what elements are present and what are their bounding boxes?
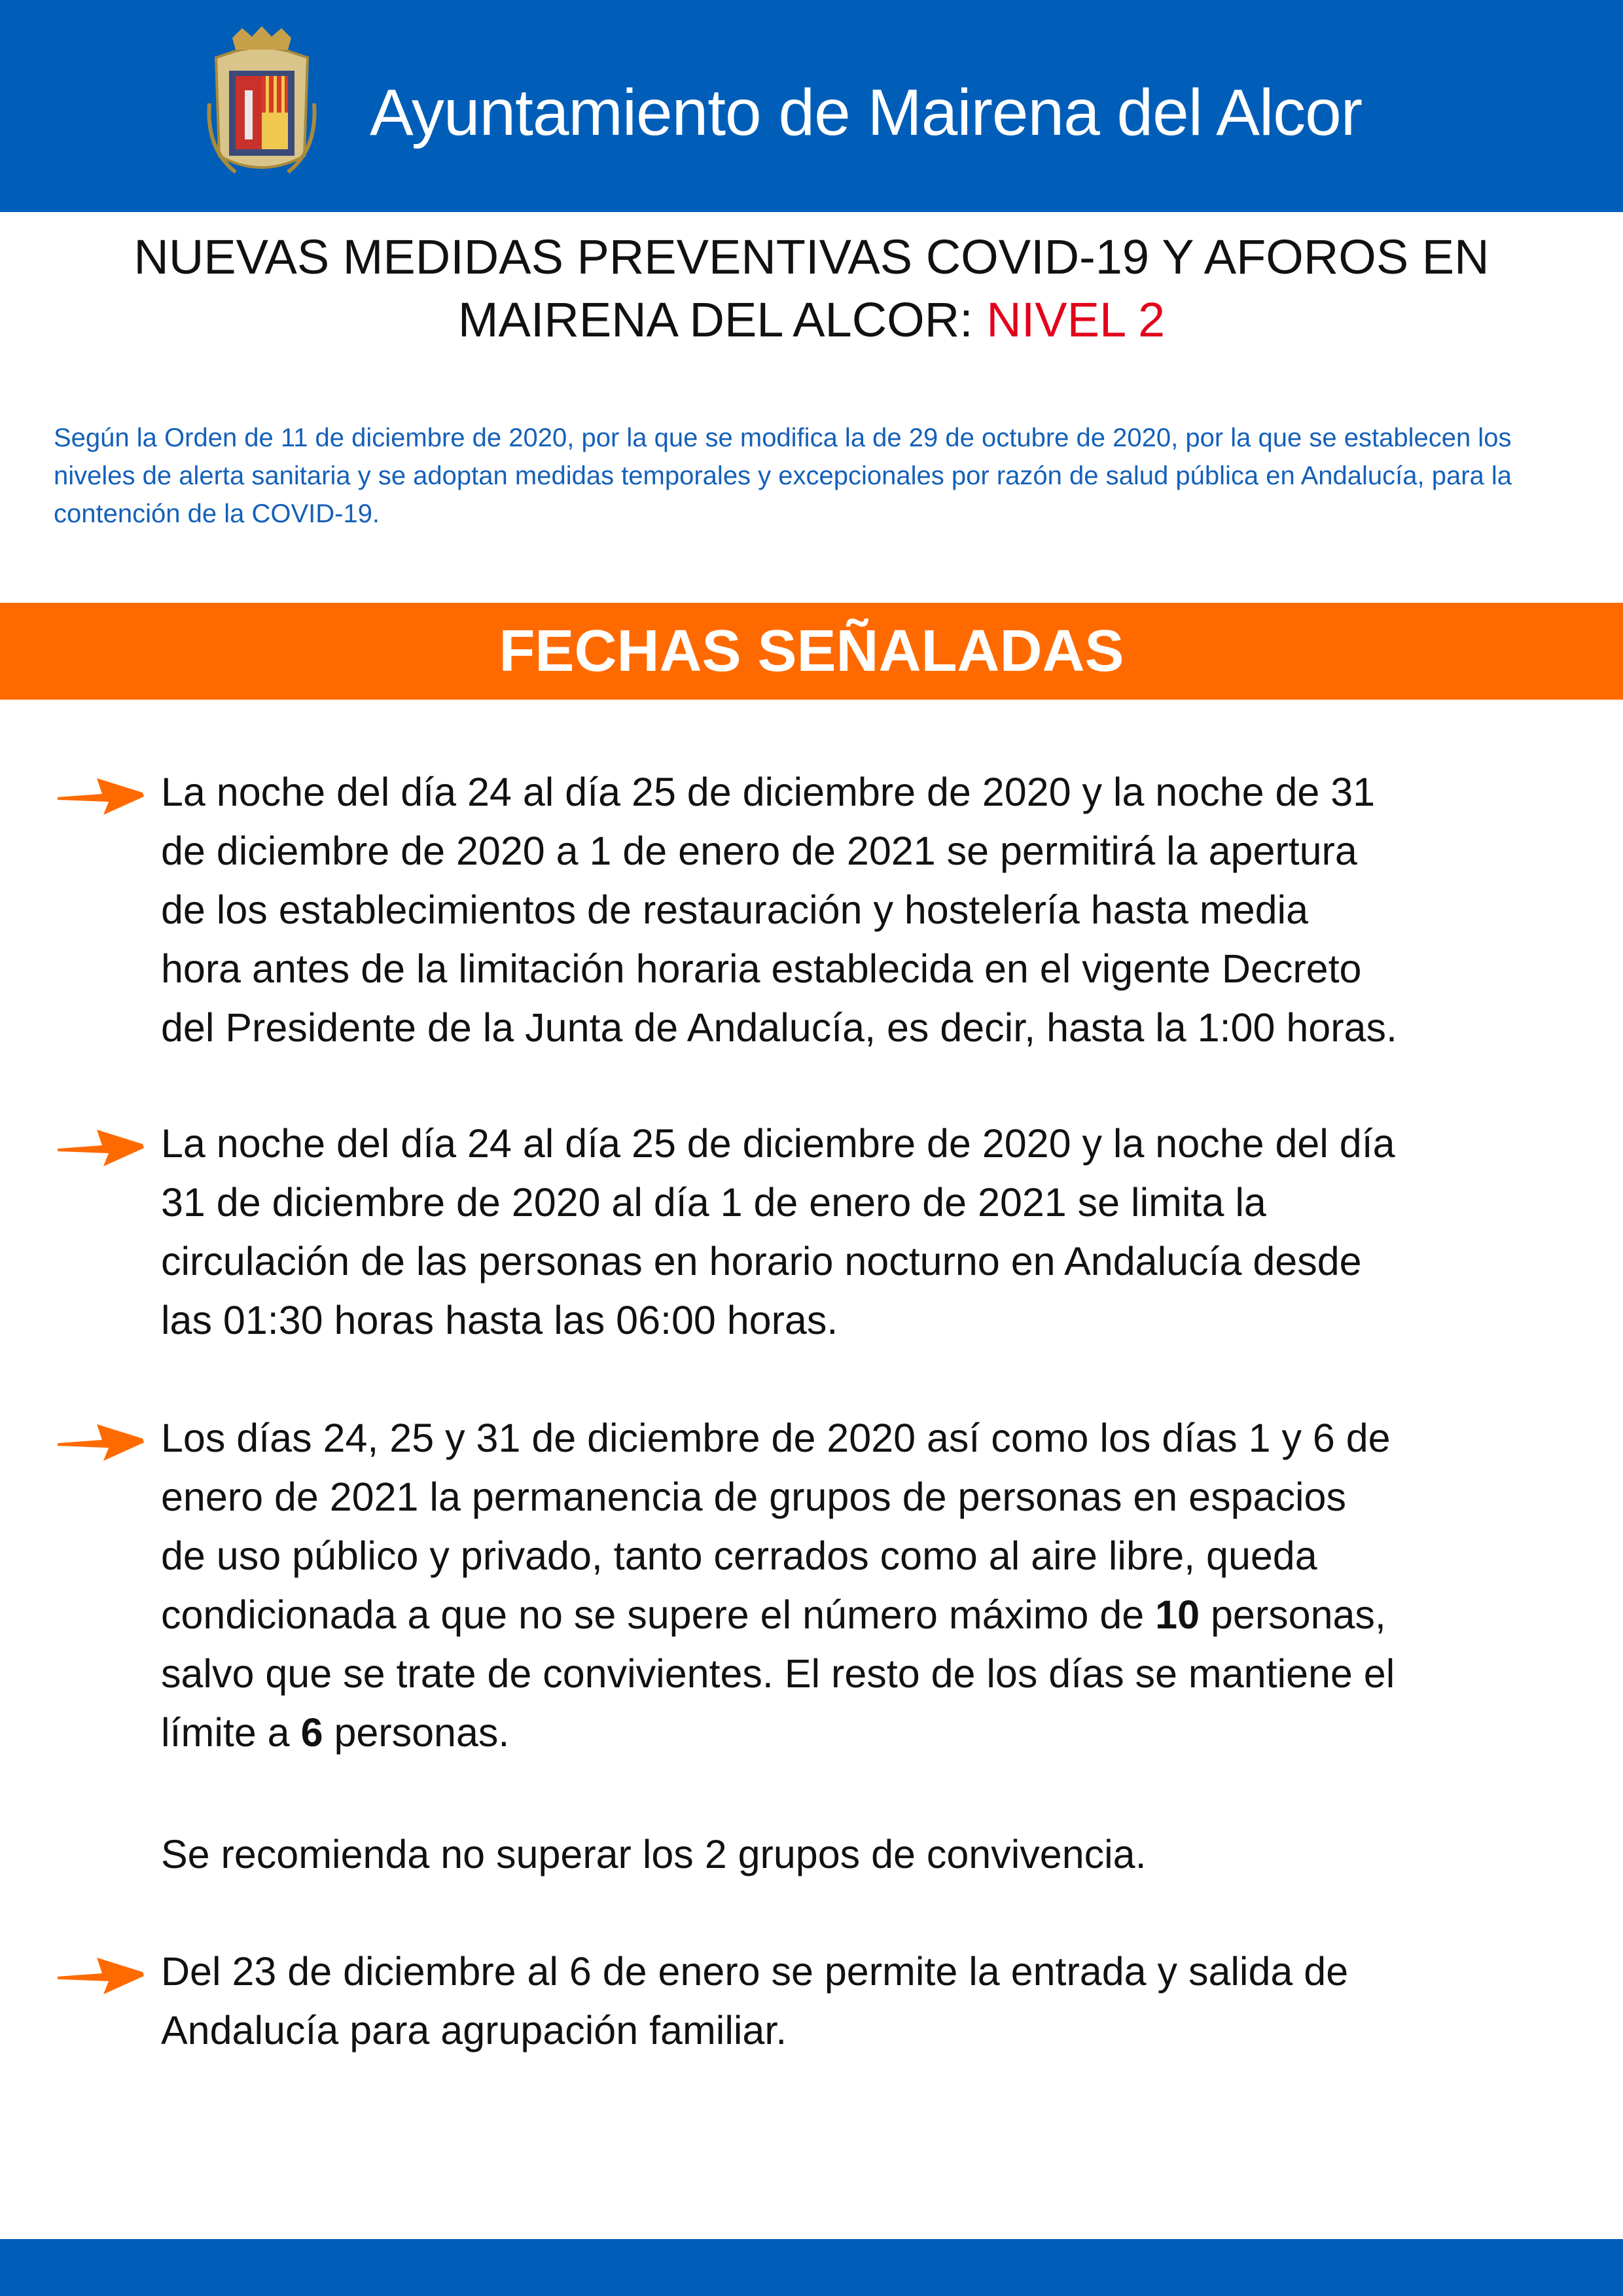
text-line: 31 de diciembre de 2020 al día 1 de ener… <box>161 1173 1395 1232</box>
text-line: Andalucía para agrupación familiar. <box>161 2001 1348 2060</box>
title-prefix: MAIRENA DEL ALCOR: <box>457 293 987 347</box>
text-line: Se recomienda no superar los 2 grupos de… <box>161 1825 1147 1884</box>
text-segment: La noche del día 24 al día 25 de diciemb… <box>161 770 1376 814</box>
arrow-right-icon <box>58 778 144 815</box>
title-line-2: MAIRENA DEL ALCOR: NIVEL 2 <box>0 289 1623 351</box>
text-segment: Se recomienda no superar los 2 grupos de… <box>161 1832 1147 1876</box>
text-line: de uso público y privado, tanto cerrados… <box>161 1526 1395 1585</box>
text-line: La noche del día 24 al día 25 de diciemb… <box>161 1114 1395 1173</box>
level-highlight: NIVEL 2 <box>986 293 1166 347</box>
text-line: Del 23 de diciembre al 6 de enero se per… <box>161 1942 1348 2001</box>
text-segment: personas, <box>1200 1592 1386 1637</box>
legal-reference: Según la Orden de 11 de diciembre de 202… <box>54 423 1512 528</box>
text-line: Los días 24, 25 y 31 de diciembre de 202… <box>161 1408 1395 1467</box>
text-segment: Los días 24, 25 y 31 de diciembre de 202… <box>161 1416 1391 1460</box>
page-title: NUEVAS MEDIDAS PREVENTIVAS COVID-19 Y AF… <box>0 226 1623 351</box>
text-segment: personas. <box>323 1710 510 1755</box>
text-segment: circulación de las personas en horario n… <box>161 1239 1362 1283</box>
text-segment: las 01:30 horas hasta las 06:00 horas. <box>161 1298 838 1342</box>
header-title: Ayuntamiento de Mairena del Alcor <box>370 76 1363 149</box>
text-line: del Presidente de la Junta de Andalucía,… <box>161 998 1397 1057</box>
text-segment: salvo que se trate de convivientes. El r… <box>161 1651 1395 1696</box>
text-line: enero de 2021 la permanencia de grupos d… <box>161 1467 1395 1526</box>
text-segment: hora antes de la limitación horaria esta… <box>161 946 1362 991</box>
text-segment: enero de 2021 la permanencia de grupos d… <box>161 1475 1346 1519</box>
text-segment: de uso público y privado, tanto cerrados… <box>161 1534 1317 1578</box>
text-segment: Andalucía para agrupación familiar. <box>161 2008 787 2053</box>
text-line: condicionada a que no se supere el númer… <box>161 1585 1395 1644</box>
text-line: hora antes de la limitación horaria esta… <box>161 939 1397 998</box>
list-item: La noche del día 24 al día 25 de diciemb… <box>161 1114 1395 1350</box>
arrow-right-icon <box>58 1958 144 1994</box>
text-line: de los establecimientos de restauración … <box>161 880 1397 939</box>
text-segment: de diciembre de 2020 a 1 de enero de 202… <box>161 829 1357 873</box>
list-item: Los días 24, 25 y 31 de diciembre de 202… <box>161 1408 1395 1762</box>
list-item: La noche del día 24 al día 25 de diciemb… <box>161 762 1397 1057</box>
bold-number: 6 <box>300 1710 323 1755</box>
text-segment: La noche del día 24 al día 25 de diciemb… <box>161 1121 1395 1166</box>
text-line: las 01:30 horas hasta las 06:00 horas. <box>161 1291 1395 1350</box>
text-line: límite a 6 personas. <box>161 1703 1395 1762</box>
text-segment: 31 de diciembre de 2020 al día 1 de ener… <box>161 1180 1266 1225</box>
text-line: circulación de las personas en horario n… <box>161 1232 1395 1291</box>
list-item: Se recomienda no superar los 2 grupos de… <box>161 1825 1147 1884</box>
section-title: FECHAS SEÑALADAS <box>499 619 1124 684</box>
text-segment: del Presidente de la Junta de Andalucía,… <box>161 1005 1397 1050</box>
text-line: La noche del día 24 al día 25 de diciemb… <box>161 762 1397 821</box>
title-line-1: NUEVAS MEDIDAS PREVENTIVAS COVID-19 Y AF… <box>134 230 1489 284</box>
text-line: salvo que se trate de convivientes. El r… <box>161 1644 1395 1703</box>
text-line: de diciembre de 2020 a 1 de enero de 202… <box>161 821 1397 880</box>
header-banner: Ayuntamiento de Mairena del Alcor <box>0 0 1623 212</box>
text-segment: de los establecimientos de restauración … <box>161 888 1309 932</box>
bold-number: 10 <box>1155 1592 1200 1637</box>
text-segment: límite a <box>161 1710 301 1755</box>
footer-bar <box>0 2239 1623 2296</box>
coat-of-arms-logo <box>207 26 317 174</box>
arrow-right-icon <box>58 1424 144 1461</box>
section-banner: FECHAS SEÑALADAS <box>0 603 1623 700</box>
arrow-right-icon <box>58 1130 144 1166</box>
text-segment: condicionada a que no se supere el númer… <box>161 1592 1156 1637</box>
list-item: Del 23 de diciembre al 6 de enero se per… <box>161 1942 1348 2060</box>
text-segment: Del 23 de diciembre al 6 de enero se per… <box>161 1949 1349 1994</box>
